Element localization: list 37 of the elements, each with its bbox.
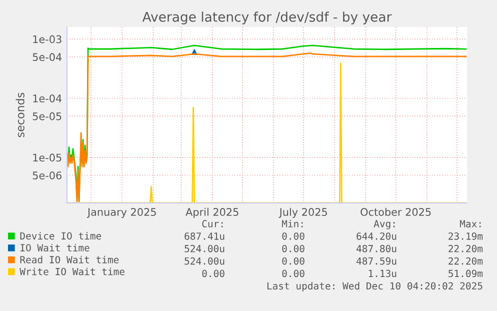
y-tick-label: 1e-05	[33, 154, 62, 162]
x-tick-label: January 2025	[86, 208, 156, 218]
text: Cur:	[202, 220, 223, 228]
legend-label: Read IO Wait time	[20, 256, 119, 264]
legend-label: Device IO time	[20, 232, 102, 240]
text: 23.19m	[448, 232, 483, 240]
text: Last update: Wed Dec 10 04:20:02 2025	[267, 282, 482, 292]
text: 524.00u	[184, 257, 224, 265]
text: 22.20m	[448, 244, 483, 252]
text: 22.20m	[448, 257, 483, 265]
text: 487.59u	[356, 257, 396, 265]
text: 1.13u	[368, 270, 396, 278]
text: Max:	[460, 220, 481, 228]
text: Avg:	[374, 220, 395, 230]
y-axis-title: seconds	[16, 92, 24, 138]
text: 0.00	[282, 232, 304, 240]
text: 51.09m	[448, 270, 483, 278]
x-tick-label: April 2025	[186, 208, 238, 218]
text: 0.00	[282, 244, 304, 252]
x-tick-label: July 2025	[278, 208, 327, 218]
x-tick-label: October 2025	[360, 208, 431, 216]
y-tick-label: 5e-06	[32, 171, 62, 180]
y-tick-label: 5e-05	[32, 112, 62, 120]
chart-title: Average latency for /dev/sdf - by year	[142, 12, 392, 24]
legend-label: Write IO Wait time	[20, 268, 124, 276]
text: 524.00u	[184, 244, 224, 252]
text: 644.20u	[356, 232, 396, 240]
legend-label: IO Wait time	[20, 244, 90, 252]
text: 0.00	[202, 270, 224, 278]
y-tick-label: 5e-04	[32, 53, 62, 62]
y-tick-label: 1e-04	[33, 94, 62, 102]
y-tick-label: 1e-03	[33, 35, 62, 44]
text: 687.41u	[184, 232, 224, 240]
text: 0.00	[282, 270, 304, 278]
text: 487.80u	[356, 244, 396, 252]
text: 0.00	[282, 257, 304, 265]
text: Min:	[282, 220, 303, 228]
